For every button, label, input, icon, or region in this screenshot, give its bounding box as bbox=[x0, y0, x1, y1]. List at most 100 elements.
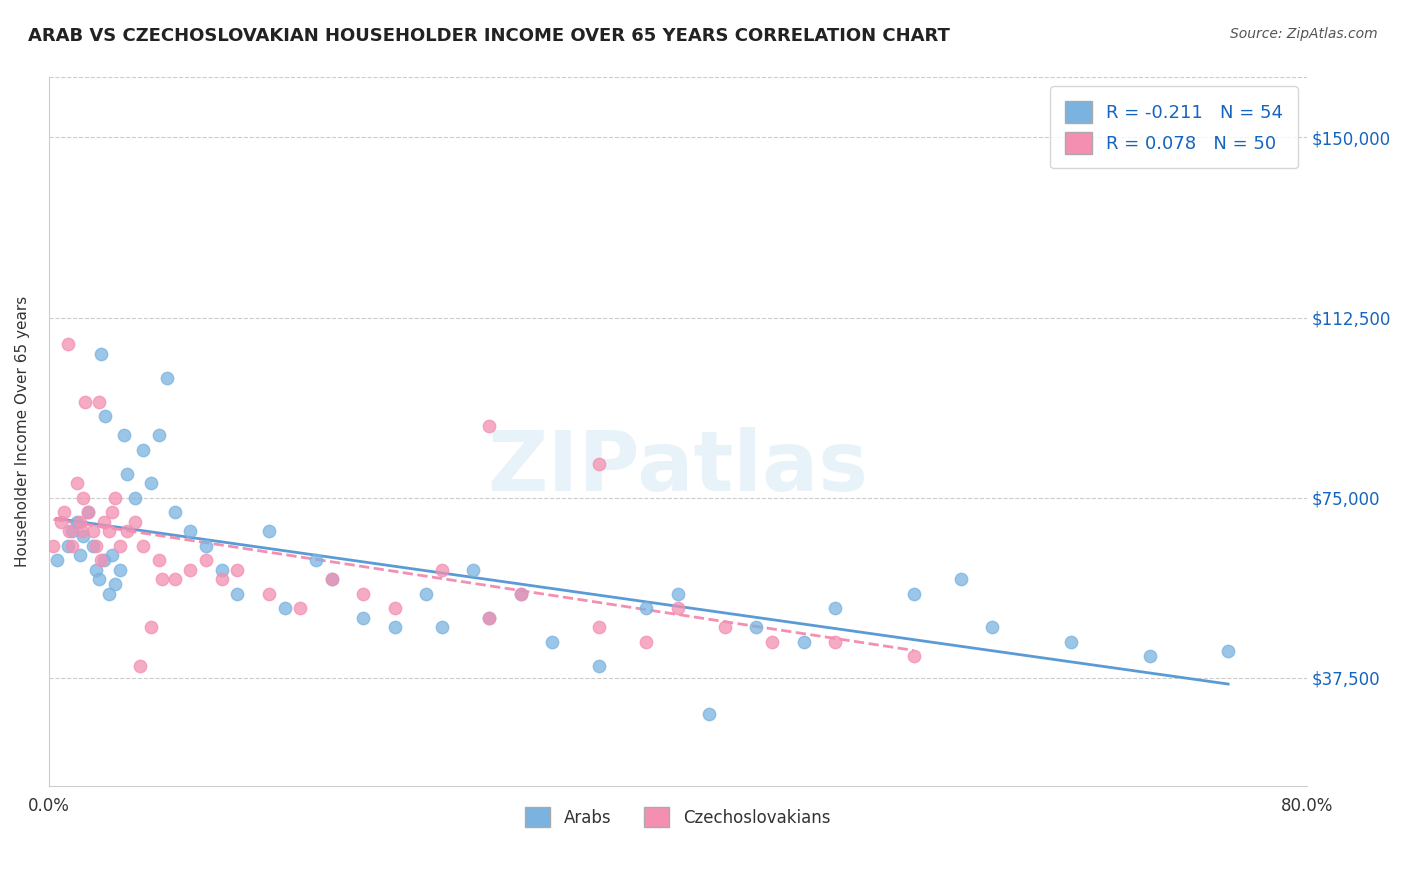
Point bbox=[93, 515, 115, 529]
Point bbox=[42, 539, 65, 553]
Point bbox=[949, 572, 972, 586]
Point bbox=[824, 601, 846, 615]
Point bbox=[100, 549, 122, 563]
Point bbox=[148, 553, 170, 567]
Point bbox=[257, 587, 280, 601]
Point bbox=[73, 394, 96, 409]
Point bbox=[824, 634, 846, 648]
Point bbox=[97, 587, 120, 601]
Point bbox=[384, 601, 406, 615]
Point bbox=[90, 346, 112, 360]
Point bbox=[666, 601, 689, 615]
Point bbox=[541, 634, 564, 648]
Point bbox=[77, 505, 100, 519]
Point bbox=[478, 418, 501, 433]
Point bbox=[1139, 649, 1161, 664]
Point bbox=[148, 428, 170, 442]
Point bbox=[588, 658, 610, 673]
Point bbox=[56, 539, 79, 553]
Point bbox=[70, 524, 93, 539]
Point bbox=[87, 572, 110, 586]
Point bbox=[72, 491, 94, 505]
Point bbox=[211, 563, 233, 577]
Point bbox=[97, 524, 120, 539]
Point bbox=[430, 620, 453, 634]
Point bbox=[104, 577, 127, 591]
Point bbox=[305, 553, 328, 567]
Point bbox=[108, 539, 131, 553]
Point bbox=[139, 620, 162, 634]
Point bbox=[588, 620, 610, 634]
Point bbox=[51, 515, 73, 529]
Point bbox=[72, 529, 94, 543]
Point bbox=[112, 428, 135, 442]
Point bbox=[273, 601, 295, 615]
Point bbox=[793, 634, 815, 648]
Point bbox=[84, 563, 107, 577]
Point bbox=[69, 515, 91, 529]
Point bbox=[77, 505, 100, 519]
Point bbox=[761, 634, 783, 648]
Point bbox=[87, 394, 110, 409]
Point bbox=[463, 563, 485, 577]
Point bbox=[104, 491, 127, 505]
Point bbox=[124, 491, 146, 505]
Point bbox=[352, 587, 374, 601]
Text: ZIPatlas: ZIPatlas bbox=[488, 426, 869, 508]
Point bbox=[903, 649, 925, 664]
Point bbox=[179, 524, 201, 539]
Point bbox=[58, 524, 80, 539]
Point bbox=[117, 467, 139, 481]
Point bbox=[56, 337, 79, 351]
Point bbox=[100, 505, 122, 519]
Point bbox=[139, 476, 162, 491]
Y-axis label: Householder Income Over 65 years: Householder Income Over 65 years bbox=[15, 296, 30, 567]
Text: Source: ZipAtlas.com: Source: ZipAtlas.com bbox=[1230, 27, 1378, 41]
Point bbox=[179, 563, 201, 577]
Point bbox=[117, 524, 139, 539]
Point bbox=[478, 610, 501, 624]
Point bbox=[430, 563, 453, 577]
Point bbox=[352, 610, 374, 624]
Point bbox=[257, 524, 280, 539]
Point bbox=[93, 553, 115, 567]
Point bbox=[211, 572, 233, 586]
Point bbox=[45, 553, 67, 567]
Point bbox=[1216, 644, 1239, 658]
Point bbox=[150, 572, 173, 586]
Point bbox=[53, 505, 76, 519]
Point bbox=[124, 515, 146, 529]
Point bbox=[415, 587, 437, 601]
Point bbox=[226, 587, 249, 601]
Point bbox=[84, 539, 107, 553]
Point bbox=[384, 620, 406, 634]
Legend: Arabs, Czechoslovakians: Arabs, Czechoslovakians bbox=[519, 800, 837, 834]
Point bbox=[94, 409, 117, 423]
Point bbox=[163, 572, 186, 586]
Point bbox=[69, 549, 91, 563]
Point bbox=[156, 370, 179, 384]
Point bbox=[60, 524, 83, 539]
Point bbox=[636, 634, 658, 648]
Point bbox=[1060, 634, 1083, 648]
Point bbox=[321, 572, 343, 586]
Point bbox=[226, 563, 249, 577]
Point bbox=[478, 610, 501, 624]
Point bbox=[697, 706, 720, 721]
Point bbox=[509, 587, 531, 601]
Point bbox=[132, 442, 155, 457]
Point bbox=[321, 572, 343, 586]
Point bbox=[108, 563, 131, 577]
Point bbox=[90, 553, 112, 567]
Point bbox=[195, 539, 218, 553]
Point bbox=[714, 620, 737, 634]
Point bbox=[981, 620, 1004, 634]
Point bbox=[129, 658, 152, 673]
Point bbox=[82, 524, 104, 539]
Point bbox=[66, 476, 89, 491]
Point bbox=[163, 505, 186, 519]
Point bbox=[82, 539, 104, 553]
Point bbox=[60, 539, 83, 553]
Point bbox=[588, 457, 610, 471]
Point bbox=[132, 539, 155, 553]
